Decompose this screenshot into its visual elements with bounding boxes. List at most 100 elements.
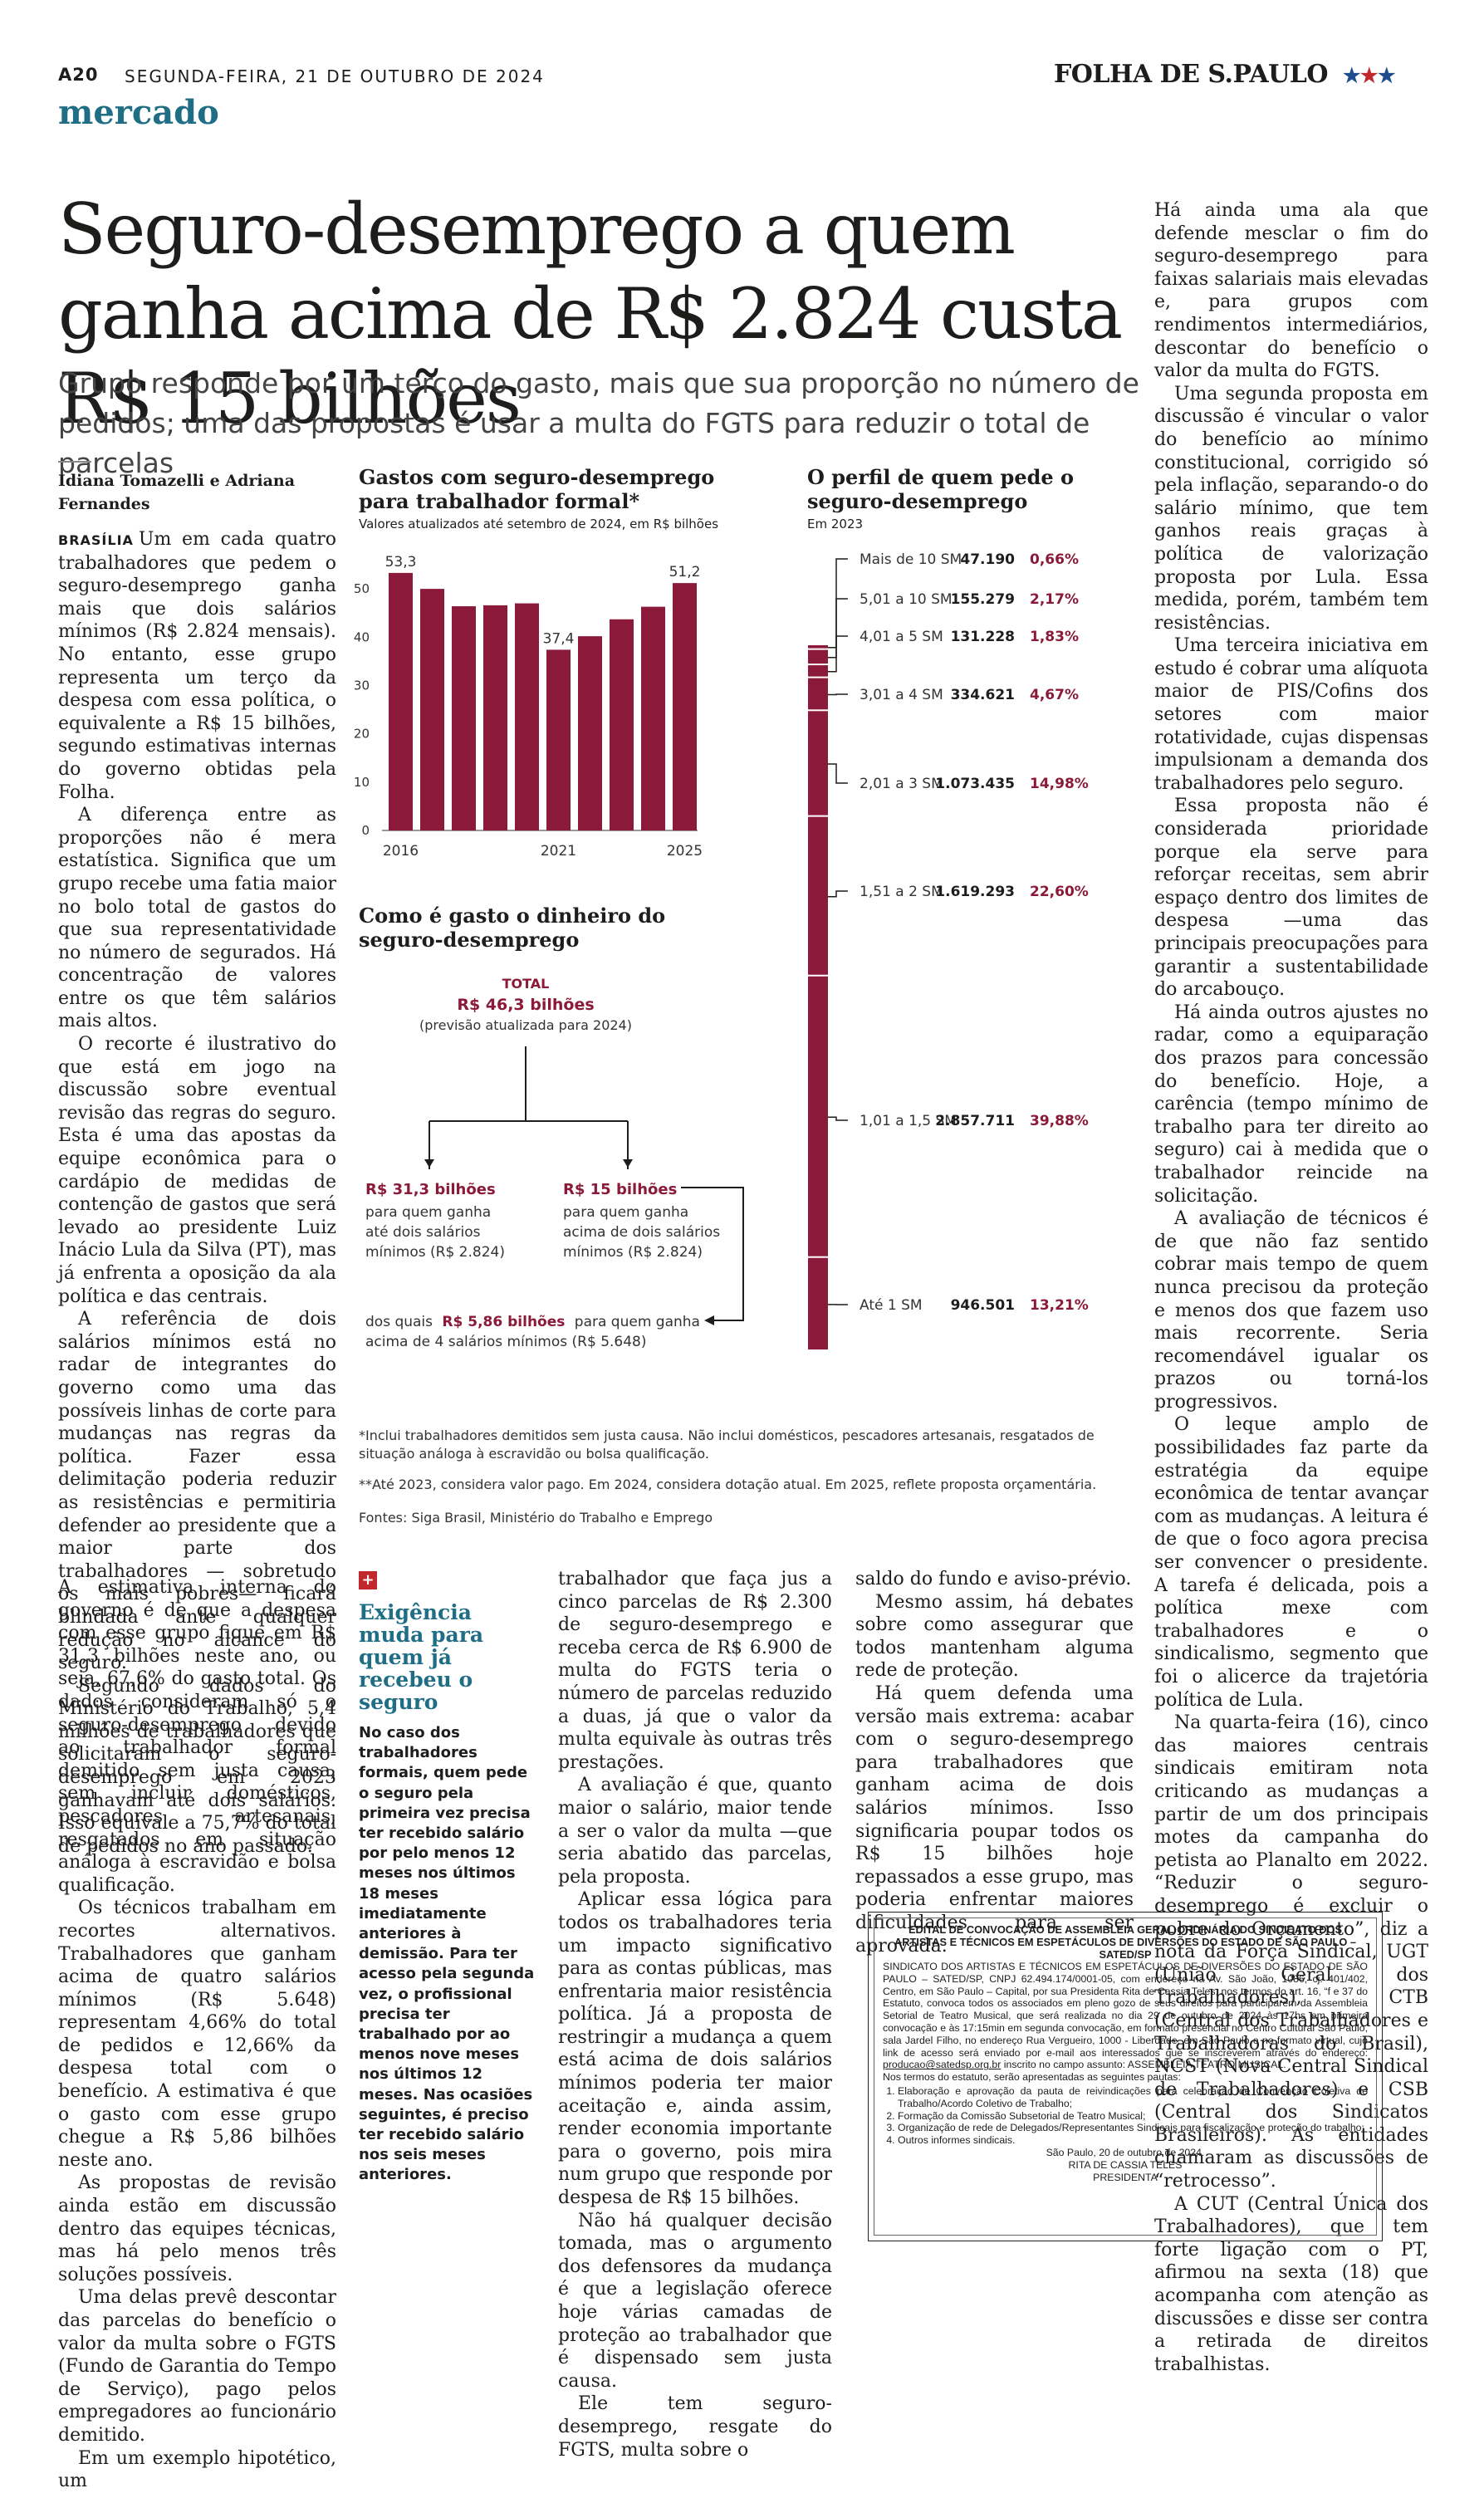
byline-rule — [58, 461, 91, 463]
profile-count-label: 131.228 — [951, 629, 1015, 645]
profile-leader-line — [828, 891, 848, 897]
profile-leader-line — [828, 1117, 848, 1120]
profile-leader-line — [828, 559, 848, 648]
profile-chart-title: O perfil de quem pede o seguro-desempreg… — [807, 465, 1090, 513]
flow-chart-title: Como é gasto o dinheiro do seguro-desemp… — [359, 904, 674, 952]
profile-segment — [808, 711, 828, 815]
flow-sub-line1: dos quais R$ 5,86 bilhões para quem ganh… — [365, 1314, 700, 1330]
flow-sub-prefix: dos quais — [365, 1314, 433, 1330]
chart-sources: Fontes: Siga Brasil, Ministério do Traba… — [359, 1509, 1106, 1527]
paragraph-text: Em um exemplo hipotético, um — [58, 2448, 336, 2492]
notice-body: SINDICATO DOS ARTISTAS E TÉCNICOS EM ESP… — [883, 1961, 1368, 2071]
paragraph-text: Mesmo assim, há debates sobre como asseg… — [855, 1592, 1134, 1682]
flow-sub-line2: acima de 4 salários mínimos (R$ 5.648) — [365, 1334, 647, 1350]
paragraph-text: O leque amplo de possibilidades faz part… — [1154, 1414, 1428, 1710]
profile-percent-label: 4,67% — [1030, 687, 1079, 703]
notice-body-after-email: inscrito no campo assunto: ASSEMBLEIA TE… — [1004, 2059, 1286, 2070]
bar-2021 — [546, 649, 571, 830]
legal-notice: EDITAL DE CONVOCAÇÃO DE ASSEMBLEIA GERAL… — [868, 1912, 1383, 2241]
article-paragraph: Não há qualquer decisão tomada, mas o ar… — [558, 2210, 832, 2393]
profile-percent-label: 2,17% — [1030, 591, 1079, 608]
data-label-2021: 37,4 — [543, 630, 575, 647]
paragraph-text: Aplicar essa lógica para todos os trabal… — [558, 1889, 832, 2208]
notice-agenda-intro: Nos termos do estatuto, serão apresentad… — [883, 2071, 1368, 2084]
profile-category-label: 4,01 a 5 SM — [860, 629, 943, 645]
paragraph-text: A avaliação é que, quanto maior o salári… — [558, 1775, 832, 1887]
section-name: mercado — [58, 93, 219, 132]
chart-footnote-2: **Até 2023, considera valor pago. Em 202… — [359, 1476, 1106, 1494]
bar-chart-subtitle: Valores atualizados até setembro de 2024… — [359, 517, 718, 531]
page-header: A20 SEGUNDA-FEIRA, 21 DE OUTUBRO DE 2024… — [58, 61, 1428, 95]
flow-right-text-3: mínimos (R$ 2.824) — [563, 1244, 703, 1261]
profile-leader-line — [828, 599, 848, 658]
article-paragraph: A avaliação é que, quanto maior o salári… — [558, 1774, 832, 1888]
flow-arrow-right-icon — [623, 1159, 633, 1168]
paragraph-text: As propostas de revisão ainda estão em d… — [58, 2172, 336, 2285]
x-tick-label: 2021 — [541, 843, 576, 860]
article-paragraph: Aplicar essa lógica para todos os trabal… — [558, 1888, 832, 2209]
chart-footnote-1: *Inclui trabalhadores demitidos sem just… — [359, 1427, 1106, 1463]
article-paragraph: Há ainda outros ajustes no radar, como a… — [1154, 1002, 1428, 1207]
article-paragraph: Uma delas prevê descontar das parcelas d… — [58, 2286, 336, 2446]
profile-category-label: 1,51 a 2 SM — [860, 884, 943, 900]
notice-email-link[interactable]: producao@satedsp.org.br — [883, 2059, 1001, 2070]
profile-leader-line — [828, 764, 848, 783]
notice-agenda-item: Formação da Comissão Subsetorial de Teat… — [898, 2110, 1368, 2123]
profile-count-label: 1.073.435 — [935, 776, 1015, 792]
flow-right-text-2: acima de dois salários — [563, 1224, 720, 1241]
article-paragraph: Uma segunda proposta em discussão é vinc… — [1154, 383, 1428, 635]
paragraph-text: Os técnicos trabalham em recortes altern… — [58, 1898, 336, 2171]
profile-segment — [808, 1258, 828, 1349]
profile-percent-label: 22,60% — [1030, 884, 1089, 900]
flow-arrow-sub-icon — [704, 1315, 714, 1325]
profile-percent-label: 0,66% — [1030, 551, 1079, 568]
flow-total-value: R$ 46,3 bilhões — [457, 996, 594, 1014]
profile-percent-label: 39,88% — [1030, 1113, 1089, 1129]
article-paragraph: A avaliação de técnicos é de que não faz… — [1154, 1207, 1428, 1413]
bar-2025 — [673, 583, 697, 830]
y-tick-label: 40 — [354, 629, 370, 644]
flow-total-note: (previsão atualizada para 2024) — [419, 1017, 632, 1033]
profile-count-label: 2.857.711 — [935, 1113, 1015, 1129]
profile-count-label: 946.501 — [951, 1297, 1015, 1314]
x-tick-label: 2016 — [383, 843, 419, 860]
profile-leader-line — [828, 636, 848, 672]
article-paragraph: Mesmo assim, há debates sobre como asseg… — [855, 1591, 1134, 1682]
article-paragraph: trabalhador que faça jus a cinco parcela… — [558, 1568, 832, 1774]
profile-segment — [808, 650, 828, 664]
y-tick-label: 50 — [354, 581, 370, 596]
flow-arrow-left-icon — [424, 1159, 434, 1168]
article-column-4: saldo do fundo e aviso-prévio.Mesmo assi… — [855, 1568, 1134, 1957]
y-tick-label: 10 — [354, 775, 370, 790]
flow-sub-value: R$ 5,86 bilhões — [442, 1314, 565, 1330]
article-paragraph: As propostas de revisão ainda estão em d… — [58, 2172, 336, 2286]
notice-title: EDITAL DE CONVOCAÇÃO DE ASSEMBLEIA GERAL… — [883, 1923, 1368, 1961]
notice-agenda-item: Elaboração e aprovação da pauta de reivi… — [898, 2085, 1368, 2110]
notice-agenda-list: Elaboração e aprovação da pauta de reivi… — [883, 2085, 1368, 2147]
paragraph-text: Há ainda uma ala que defende mesclar o f… — [1154, 200, 1428, 381]
paragraph-text: O recorte é ilustrativo do que está em j… — [58, 1034, 336, 1307]
profile-percent-label: 14,98% — [1030, 776, 1089, 792]
masthead-text: FOLHA DE S.PAULO — [1054, 60, 1328, 89]
profile-segment — [808, 977, 828, 1256]
flow-right-text-1: para quem ganha — [563, 1204, 688, 1221]
article-column-3: trabalhador que faça jus a cinco parcela… — [558, 1568, 832, 2461]
paragraph-text: Uma segunda proposta em discussão é vinc… — [1154, 384, 1428, 634]
flow-right-value: R$ 15 bilhões — [563, 1181, 677, 1198]
sidebar-title: Exigência muda para quem já recebeu o se… — [359, 1601, 540, 1713]
paragraph-text: Um em cada quatro trabalhadores que pede… — [58, 529, 336, 803]
profile-count-label: 1.619.293 — [935, 884, 1015, 900]
bar-2016 — [389, 573, 413, 830]
flow-branch-lines — [429, 1046, 628, 1169]
page-number: A20 — [58, 65, 98, 85]
profile-segment — [808, 665, 828, 677]
article-paragraph: A diferença entre as proporções não é me… — [58, 804, 336, 1033]
article-paragraph: Há ainda uma ala que defende mesclar o f… — [1154, 199, 1428, 383]
article-paragraph: Em um exemplo hipotético, um — [58, 2447, 336, 2493]
paragraph-text: Há ainda outros ajustes no radar, como a… — [1154, 1002, 1428, 1207]
masthead-logo: FOLHA DE S.PAULO ★★★ — [1054, 60, 1395, 89]
bar-2017 — [420, 589, 444, 830]
paragraph-text: trabalhador que faça jus a cinco parcela… — [558, 1569, 832, 1773]
bar-2024 — [641, 607, 665, 830]
